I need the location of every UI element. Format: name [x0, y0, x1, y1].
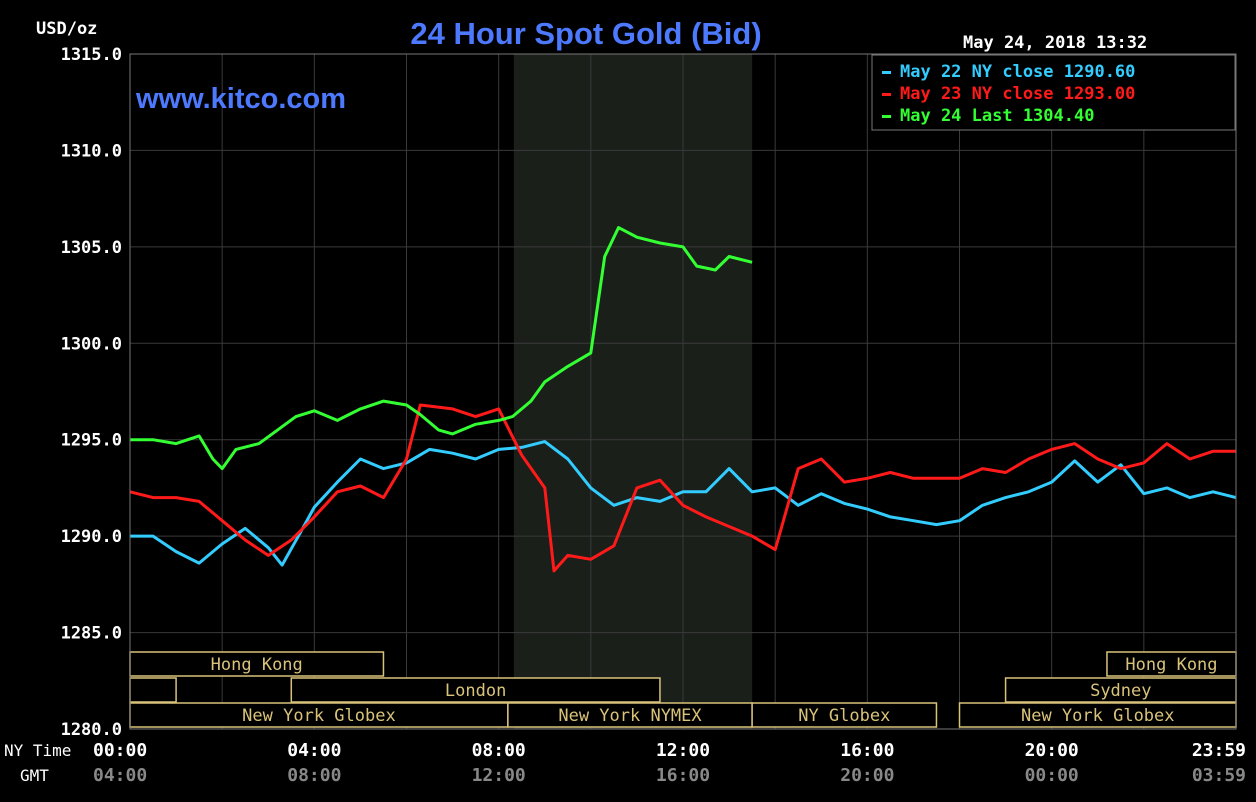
session-box: [1004, 677, 1237, 703]
session-label: NY Globex: [798, 706, 890, 726]
legend-label: May 24 Last 1304.40: [900, 106, 1094, 126]
y-tick-label: 1305.0: [61, 238, 122, 258]
session-box: [129, 677, 177, 703]
series-layer: [129, 226, 1237, 573]
y-tick-label: 1300.0: [61, 334, 122, 354]
x-tick-label-ny: 23:59: [1192, 740, 1246, 761]
x-tick-label-gmt: 04:00: [93, 765, 147, 786]
session-label: London: [445, 681, 506, 701]
session-box: [507, 702, 753, 728]
y-tick-label: 1285.0: [61, 624, 122, 644]
x-tick-label-ny: 16:00: [840, 740, 894, 761]
x-tick-label-gmt: 00:00: [1025, 765, 1079, 786]
sessions-layer: Hong Kong Hong Kong London Sydney New York G…: [129, 651, 1237, 728]
session-label: New York Globex: [242, 706, 396, 726]
y-tick-label: 1295.0: [61, 431, 122, 451]
chart-timestamp: May 24, 2018 13:32: [963, 33, 1147, 53]
legend-swatch: [882, 115, 891, 118]
session-box: [129, 702, 509, 728]
x-tick-label-ny: 00:00: [93, 740, 147, 761]
x-tick-label-ny: 04:00: [287, 740, 341, 761]
session-label: New York Globex: [1021, 706, 1175, 726]
session-box: [958, 702, 1237, 728]
legend-label: May 23 NY close 1293.00: [900, 84, 1135, 104]
series-line-3: [130, 226, 753, 471]
x-tick-label-ny: 20:00: [1025, 740, 1079, 761]
x-tick-label-gmt: 08:00: [287, 765, 341, 786]
y-tick-label: 1290.0: [61, 527, 122, 547]
nymex-session-highlight: [513, 54, 753, 729]
chart-title: 24 Hour Spot Gold (Bid): [410, 16, 761, 51]
site-watermark: www.kitco.com: [135, 83, 346, 115]
ny-time-axis-label: NY Time: [4, 741, 71, 760]
session-label: Hong Kong: [211, 655, 303, 675]
x-axis-ticks: 00:00 04:00 08:00 12:00 16:00 20:00 23:59 04:00…: [93, 740, 1246, 786]
x-tick-label-ny: 08:00: [472, 740, 526, 761]
x-tick-label-gmt: 16:00: [656, 765, 710, 786]
gridlines: [130, 54, 1236, 729]
y-tick-label: 1280.0: [61, 720, 122, 740]
session-label: Sydney: [1090, 681, 1151, 701]
x-tick-label-ny: 12:00: [656, 740, 710, 761]
legend-swatch: [882, 71, 891, 74]
session-box: [751, 702, 938, 728]
session-label: Hong Kong: [1125, 655, 1217, 675]
series-line-2: [129, 403, 1236, 573]
legend-label: May 22 NY close 1290.60: [900, 62, 1135, 82]
plot-frame: [129, 53, 1237, 730]
legend-box: [871, 54, 1236, 131]
y-axis-ticks: 1315.0 1310.0 1305.0 1300.0 1295.0 1290.0 1285…: [61, 45, 122, 740]
x-tick-label-gmt: 20:00: [840, 765, 894, 786]
x-tick-label-gmt: 12:00: [472, 765, 526, 786]
gmt-axis-label: GMT: [20, 766, 49, 785]
y-tick-label: 1315.0: [61, 45, 122, 65]
y-axis-unit-label: USD/oz: [36, 19, 97, 39]
y-tick-label: 1310.0: [61, 141, 122, 161]
session-box: [290, 677, 661, 703]
session-label: New York NYMEX: [558, 706, 702, 726]
legend-swatch: [882, 93, 891, 96]
x-tick-label-gmt: 03:59: [1192, 765, 1246, 786]
